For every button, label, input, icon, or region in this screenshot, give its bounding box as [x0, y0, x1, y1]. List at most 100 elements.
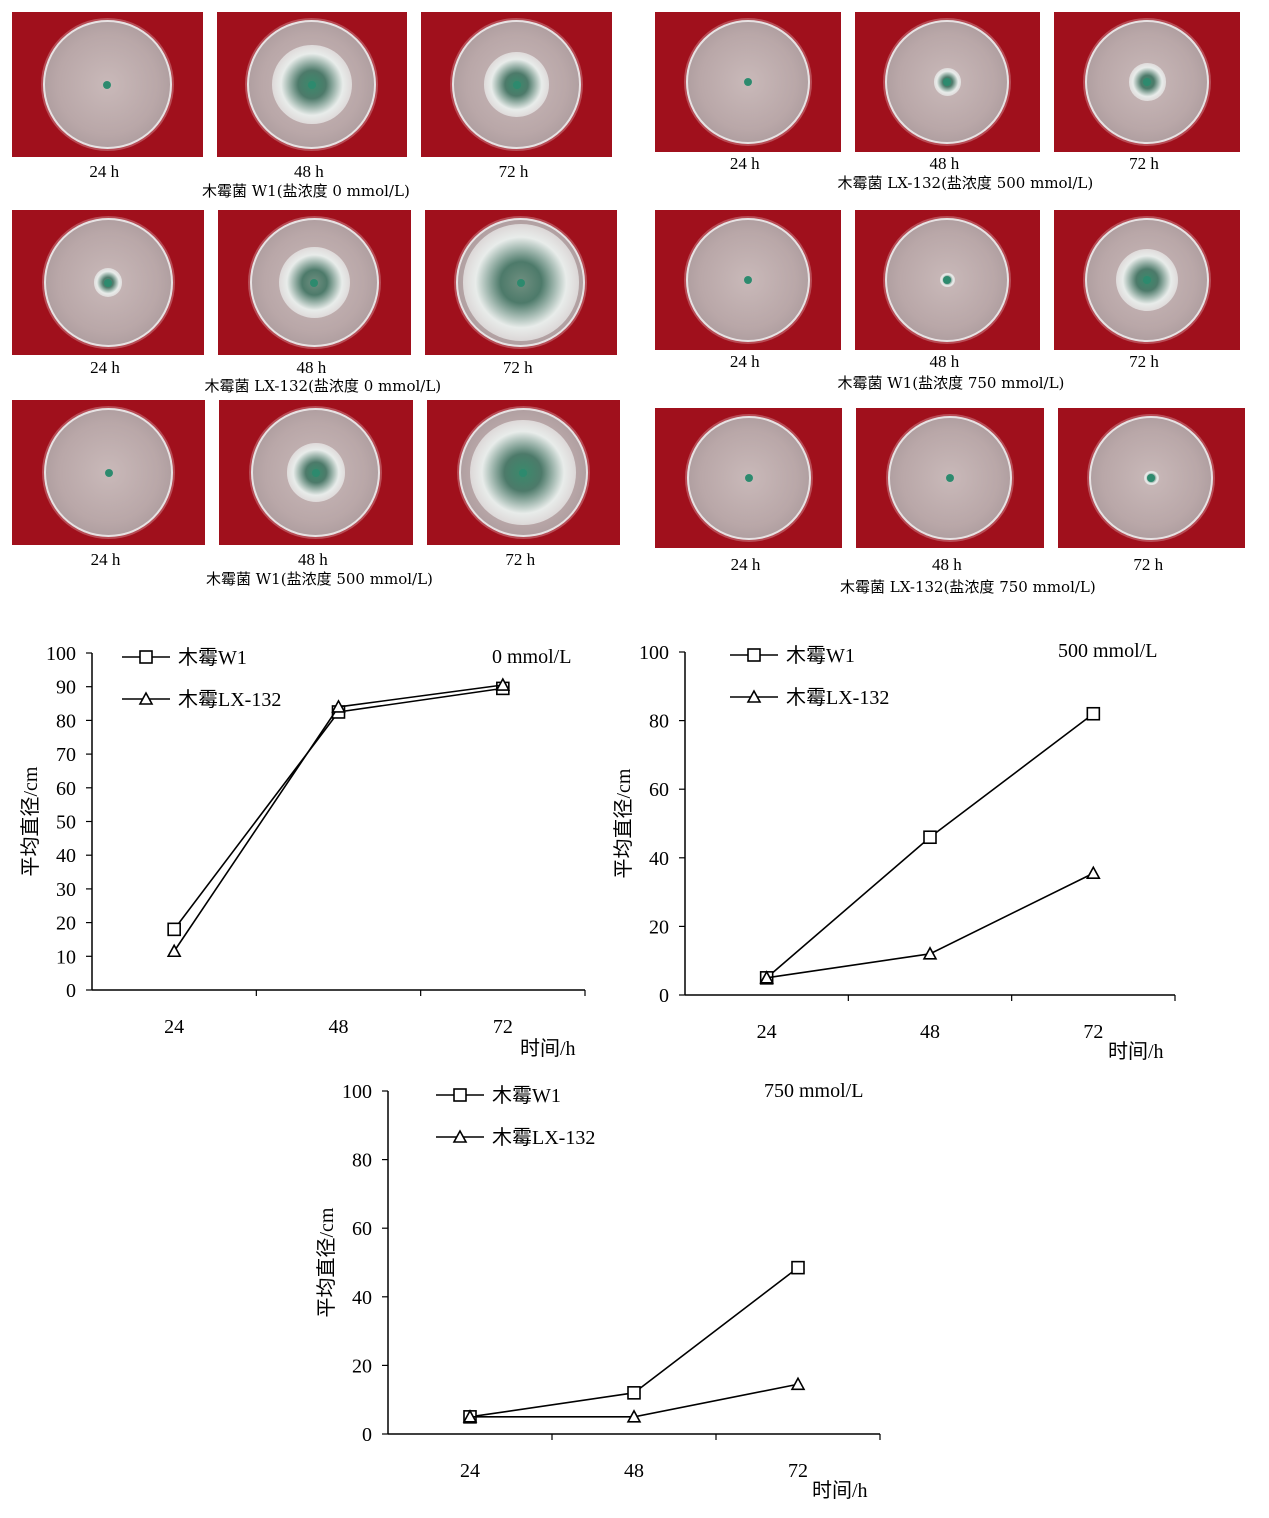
line-chart-0mmol: 0 10 20 30 40 50 60 70 80 90 100 24 48 72 时间/h 平均直径/cm 0… — [19, 643, 586, 1060]
y-tick-label: 0 — [66, 980, 76, 1002]
time-label: 72 h — [1133, 555, 1164, 574]
data-point-triangle — [1085, 865, 1101, 880]
time-label: 48 h — [929, 154, 960, 173]
y-tick-label: 40 — [649, 848, 669, 870]
y-tick-label: 40 — [352, 1287, 372, 1309]
legend-marker-triangle — [746, 689, 762, 703]
legend-marker-square — [453, 1088, 467, 1102]
y-tick-label: 100 — [639, 642, 669, 664]
chart-title: 0 mmol/L — [492, 646, 571, 668]
petri-dish-photo — [12, 210, 205, 355]
photo-caption: 木霉菌 LX-132(盐浓度 0 mmol/L) — [204, 377, 442, 395]
time-label: 48 h — [929, 352, 960, 371]
y-tick-label: 20 — [352, 1355, 372, 1377]
y-tick-label: 100 — [46, 643, 76, 665]
y-tick-label: 30 — [56, 879, 76, 901]
petri-dish-photo — [12, 400, 206, 545]
petri-dish-photo — [854, 210, 1041, 350]
inoculum-dot — [1147, 474, 1156, 482]
y-tick-label: 60 — [649, 779, 669, 801]
inoculum-dot — [310, 278, 319, 287]
data-point-triangle — [495, 677, 511, 691]
inoculum-dot — [1143, 276, 1152, 284]
y-tick-label: 0 — [659, 985, 669, 1007]
y-tick-label: 40 — [56, 845, 76, 867]
time-label: 48 h — [296, 358, 327, 377]
series-line-triangle — [173, 684, 503, 952]
time-label: 72 h — [1129, 352, 1159, 371]
time-label: 24 h — [89, 162, 120, 181]
y-tick-label: 100 — [342, 1081, 372, 1103]
data-point-square — [791, 1260, 805, 1275]
x-tick-label: 24 — [757, 1021, 777, 1043]
x-axis-label: 时间/h — [1108, 1040, 1164, 1063]
inoculum-dot — [743, 276, 752, 284]
inoculum-dot — [307, 80, 316, 89]
time-label: 72 h — [505, 550, 536, 569]
y-tick-label: 60 — [56, 778, 76, 800]
x-tick-label: 48 — [920, 1021, 940, 1043]
data-point-triangle — [166, 943, 182, 958]
inoculum-dot — [311, 468, 320, 477]
legend-label: 木霉LX-132 — [786, 686, 889, 709]
inoculum-dot — [512, 80, 521, 89]
data-point-triangle — [462, 1409, 478, 1423]
data-point-square — [627, 1386, 641, 1400]
petri-dish-photo — [216, 12, 408, 157]
x-tick-label: 24 — [164, 1016, 184, 1038]
inoculum-dot — [1143, 78, 1152, 86]
petri-dish-photo — [655, 12, 841, 152]
chart-title: 750 mmol/L — [764, 1080, 863, 1102]
legend-marker-triangle — [452, 1129, 468, 1143]
data-point-triangle — [331, 699, 346, 713]
inoculum-dot — [519, 468, 528, 477]
y-tick-label: 80 — [649, 711, 669, 733]
time-label: 72 h — [1129, 154, 1159, 173]
inoculum-dot — [743, 78, 752, 86]
photo-caption: 木霉菌 LX-132(盐浓度 500 mmol/L) — [837, 174, 1094, 192]
x-tick-label: 72 — [1083, 1021, 1103, 1043]
data-point-triangle — [759, 970, 775, 984]
series-line-triangle — [766, 872, 1094, 979]
data-point-square — [167, 922, 181, 937]
legend-label: 木霉LX-132 — [178, 688, 281, 711]
inoculum-dot — [103, 80, 112, 89]
x-tick-label: 72 — [493, 1016, 513, 1038]
legend-label: 木霉LX-132 — [492, 1126, 595, 1149]
x-tick-label: 48 — [329, 1016, 349, 1038]
time-label: 24 h — [90, 358, 120, 377]
time-label: 24 h — [90, 550, 121, 569]
chart-title: 500 mmol/L — [1058, 640, 1157, 662]
x-axis-label: 时间/h — [520, 1037, 576, 1060]
data-point-triangle — [790, 1376, 806, 1391]
inoculum-dot — [744, 474, 753, 482]
petri-dish-photo — [1057, 408, 1245, 548]
y-tick-label: 70 — [56, 744, 76, 766]
time-label: 24 h — [729, 154, 760, 173]
series-line-square — [173, 687, 503, 930]
y-axis-label: 平均直径/cm — [612, 768, 635, 878]
y-axis-label: 平均直径/cm — [19, 766, 42, 876]
time-label: 72 h — [502, 358, 533, 377]
legend-marker-triangle — [138, 691, 154, 705]
time-label: 24 h — [730, 555, 761, 574]
y-tick-label: 20 — [649, 916, 669, 938]
petri-dish-photo — [1054, 210, 1240, 350]
petri-dish-photo — [424, 210, 617, 355]
y-tick-label: 80 — [352, 1150, 372, 1172]
photo-caption: 木霉菌 W1(盐浓度 750 mmol/L) — [837, 374, 1065, 392]
petri-dish-photo — [854, 12, 1041, 152]
petri-dish-photo — [426, 400, 620, 545]
inoculum-dot — [104, 468, 113, 477]
photo-caption: 木霉菌 LX-132(盐浓度 750 mmol/L) — [840, 578, 1096, 596]
inoculum-dot — [516, 278, 525, 287]
photo-caption: 木霉菌 W1(盐浓度 500 mmol/L) — [206, 570, 433, 588]
petri-dish-photo — [421, 12, 612, 157]
y-tick-label: 20 — [56, 913, 76, 935]
time-label: 48 h — [294, 162, 324, 181]
x-tick-label: 24 — [460, 1460, 480, 1482]
legend-marker-square — [139, 650, 153, 664]
petri-dish-photo — [12, 12, 203, 157]
